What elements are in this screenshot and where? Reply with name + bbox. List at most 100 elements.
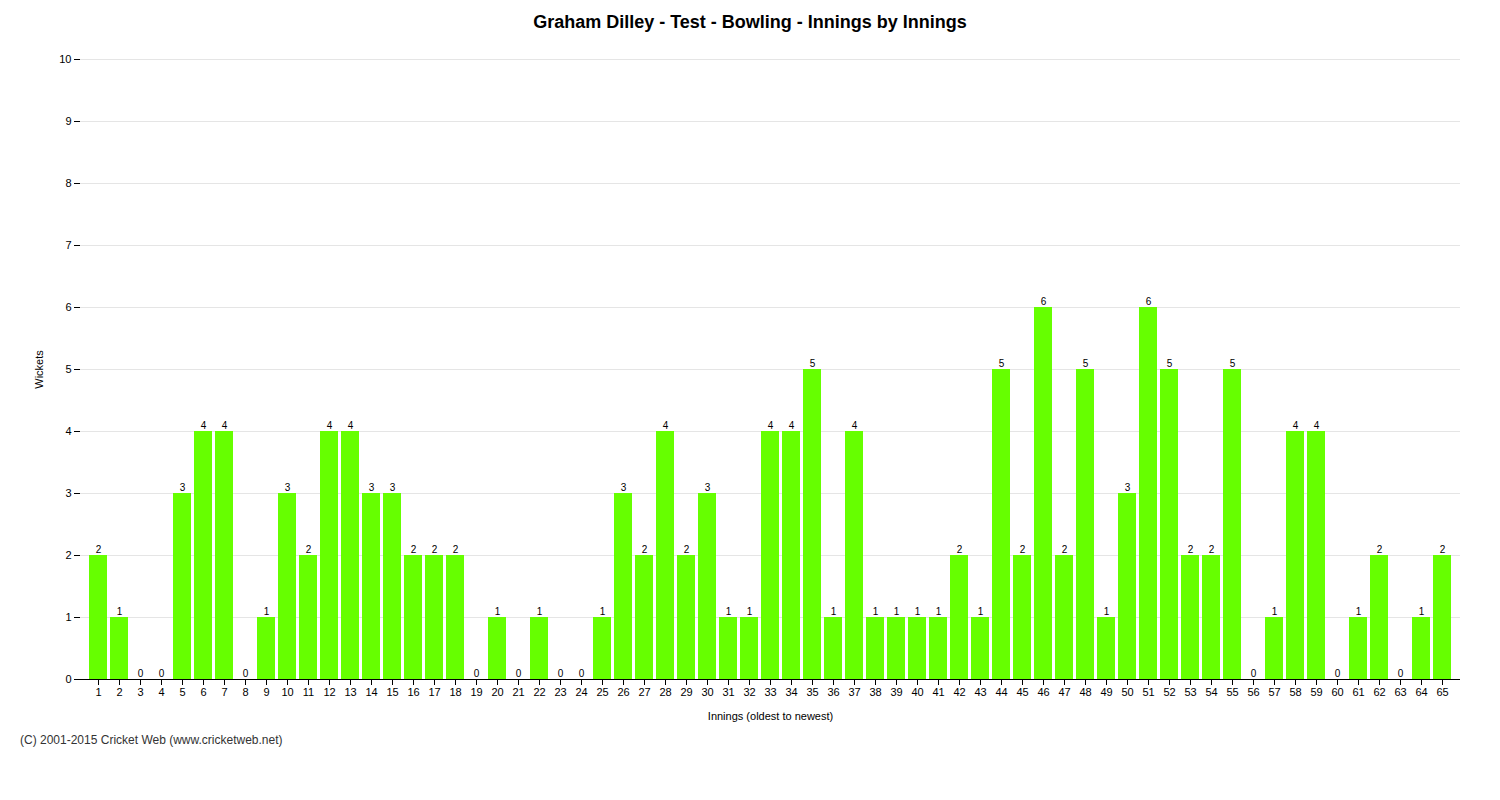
svg-text:1: 1 [495,606,501,617]
svg-text:4: 4 [158,686,164,698]
svg-text:5: 5 [810,358,816,369]
svg-text:0: 0 [65,673,71,685]
svg-text:1: 1 [915,606,921,617]
svg-text:56: 56 [1247,686,1259,698]
svg-text:Innings (oldest to newest): Innings (oldest to newest) [708,710,833,722]
svg-text:4: 4 [789,420,795,431]
svg-text:Wickets: Wickets [33,350,45,389]
svg-text:49: 49 [1100,686,1112,698]
svg-text:1: 1 [264,606,270,617]
svg-text:9: 9 [263,686,269,698]
svg-text:65: 65 [1436,686,1448,698]
svg-text:8: 8 [65,177,71,189]
svg-text:37: 37 [848,686,860,698]
svg-text:3: 3 [621,482,627,493]
svg-text:0: 0 [1335,668,1341,679]
svg-text:38: 38 [869,686,881,698]
svg-text:62: 62 [1373,686,1385,698]
svg-text:14: 14 [365,686,377,698]
svg-text:4: 4 [348,420,354,431]
svg-text:2: 2 [453,544,459,555]
svg-text:3: 3 [137,686,143,698]
svg-text:10: 10 [281,686,293,698]
svg-text:46: 46 [1037,686,1049,698]
svg-text:17: 17 [428,686,440,698]
svg-text:6: 6 [200,686,206,698]
svg-text:42: 42 [953,686,965,698]
svg-text:4: 4 [1314,420,1320,431]
svg-text:0: 0 [138,668,144,679]
svg-text:2: 2 [432,544,438,555]
svg-text:4: 4 [201,420,207,431]
svg-text:2: 2 [411,544,417,555]
svg-text:58: 58 [1289,686,1301,698]
svg-text:1: 1 [1419,606,1425,617]
svg-text:29: 29 [680,686,692,698]
svg-text:18: 18 [449,686,461,698]
svg-text:27: 27 [638,686,650,698]
svg-text:26: 26 [617,686,629,698]
svg-text:59: 59 [1310,686,1322,698]
svg-text:5: 5 [179,686,185,698]
svg-text:4: 4 [327,420,333,431]
svg-text:0: 0 [1398,668,1404,679]
svg-text:47: 47 [1058,686,1070,698]
svg-text:7: 7 [65,239,71,251]
svg-text:55: 55 [1226,686,1238,698]
svg-text:54: 54 [1205,686,1217,698]
svg-text:61: 61 [1352,686,1364,698]
svg-text:64: 64 [1415,686,1427,698]
svg-text:3: 3 [180,482,186,493]
svg-text:5: 5 [1083,358,1089,369]
svg-text:1: 1 [95,686,101,698]
svg-text:48: 48 [1079,686,1091,698]
svg-text:4: 4 [1293,420,1299,431]
svg-text:13: 13 [344,686,356,698]
svg-text:6: 6 [1146,296,1152,307]
svg-text:0: 0 [516,668,522,679]
svg-text:3: 3 [285,482,291,493]
svg-text:2: 2 [1188,544,1194,555]
svg-text:2: 2 [957,544,963,555]
svg-text:1: 1 [65,611,71,623]
svg-text:2: 2 [306,544,312,555]
svg-text:51: 51 [1142,686,1154,698]
svg-text:3: 3 [65,487,71,499]
svg-text:39: 39 [890,686,902,698]
svg-text:3: 3 [705,482,711,493]
svg-text:6: 6 [65,301,71,313]
svg-text:16: 16 [407,686,419,698]
svg-text:40: 40 [911,686,923,698]
svg-text:28: 28 [659,686,671,698]
svg-text:1: 1 [117,606,123,617]
svg-text:2: 2 [684,544,690,555]
svg-text:45: 45 [1016,686,1028,698]
svg-text:19: 19 [470,686,482,698]
svg-text:53: 53 [1184,686,1196,698]
svg-text:43: 43 [974,686,986,698]
svg-text:50: 50 [1121,686,1133,698]
svg-text:5: 5 [1230,358,1236,369]
svg-text:6: 6 [1041,296,1047,307]
svg-text:24: 24 [575,686,587,698]
svg-text:1: 1 [1356,606,1362,617]
svg-text:1: 1 [894,606,900,617]
svg-text:2: 2 [65,549,71,561]
svg-text:4: 4 [65,425,71,437]
svg-text:2: 2 [642,544,648,555]
svg-text:1: 1 [1104,606,1110,617]
svg-text:9: 9 [65,115,71,127]
svg-text:25: 25 [596,686,608,698]
svg-text:11: 11 [303,686,314,698]
svg-text:1: 1 [537,606,543,617]
svg-text:21: 21 [512,686,524,698]
svg-text:1: 1 [600,606,606,617]
svg-text:0: 0 [243,668,249,679]
svg-text:3: 3 [369,482,375,493]
svg-text:52: 52 [1163,686,1175,698]
svg-text:2: 2 [1377,544,1383,555]
svg-text:4: 4 [852,420,858,431]
svg-text:63: 63 [1394,686,1406,698]
svg-text:0: 0 [159,668,165,679]
svg-text:1: 1 [1272,606,1278,617]
